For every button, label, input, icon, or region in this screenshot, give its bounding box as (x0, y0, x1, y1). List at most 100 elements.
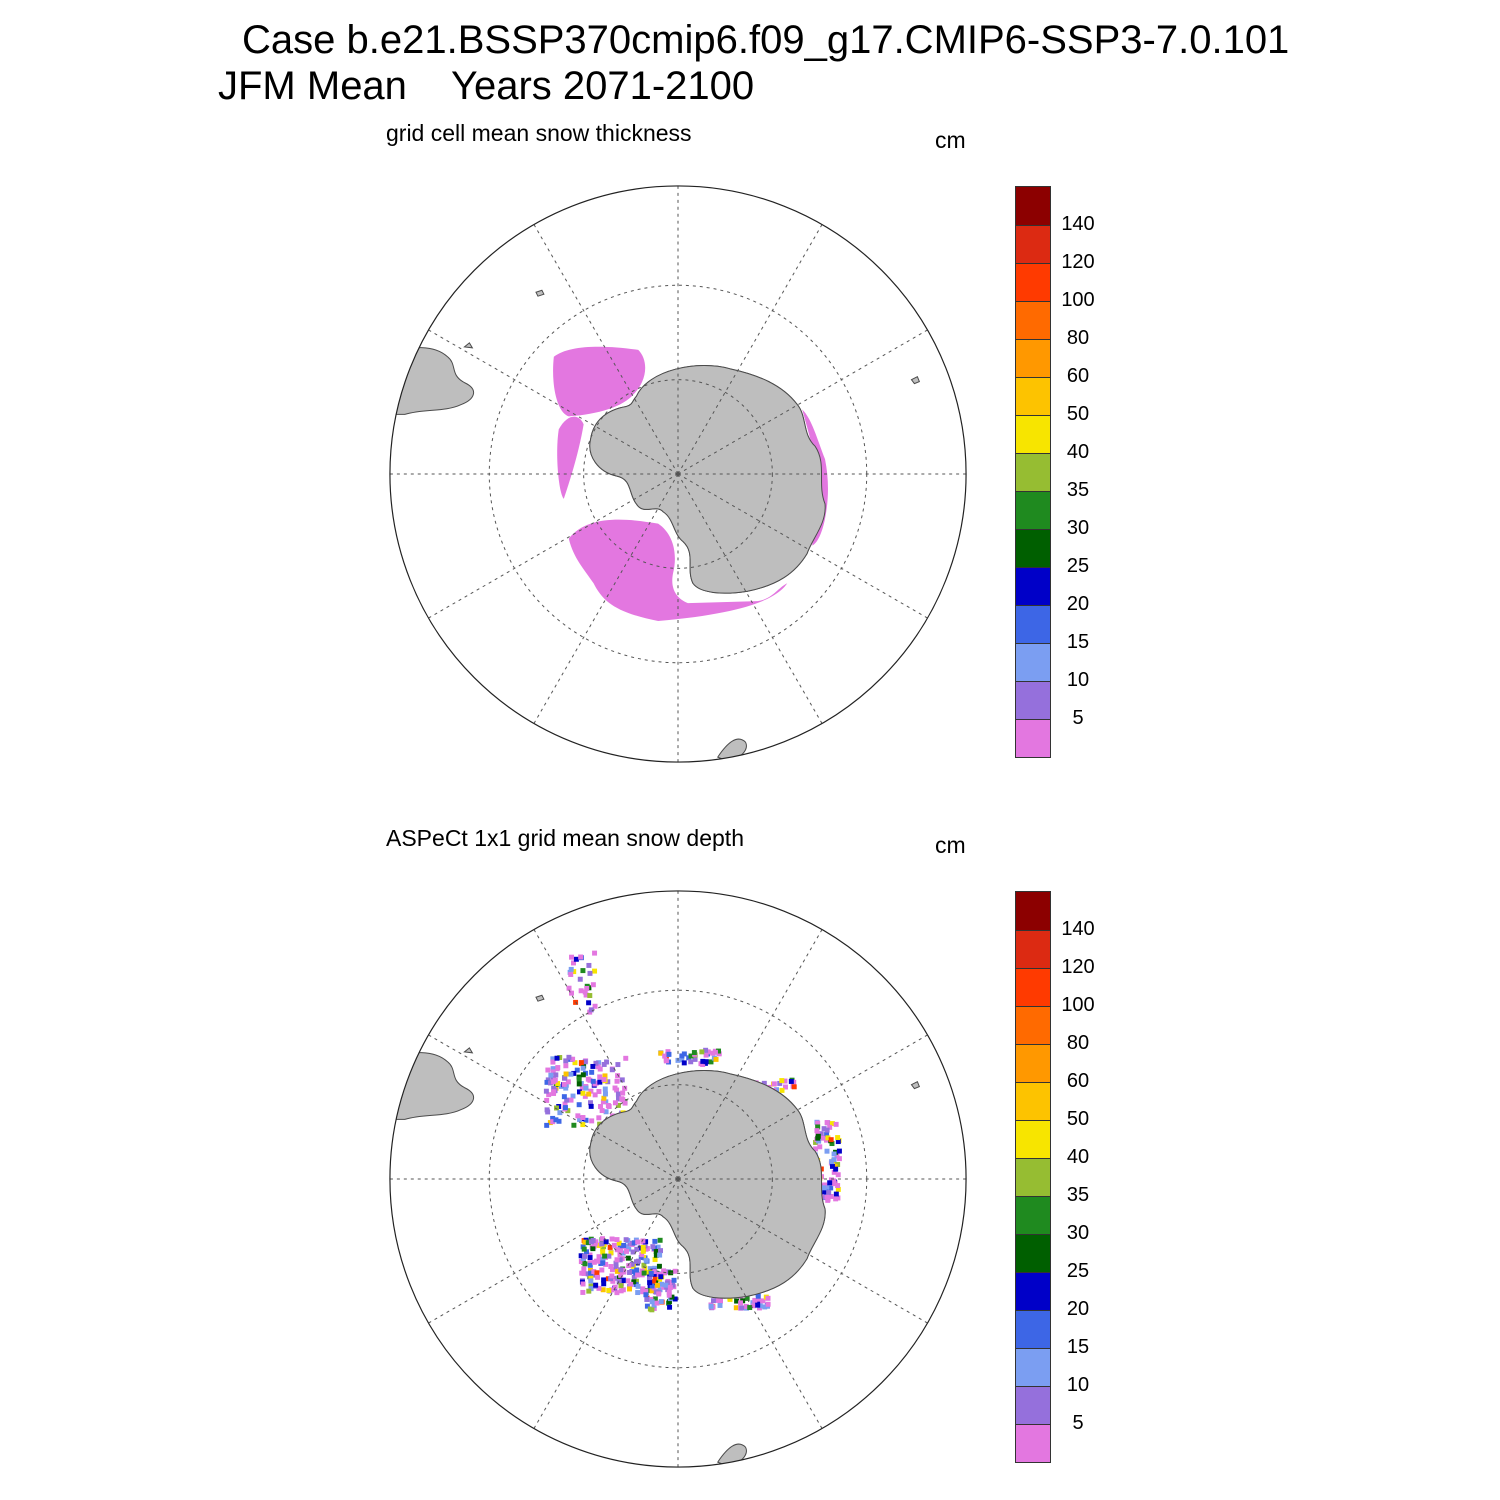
observation-cell (631, 1279, 637, 1285)
observation-cell (630, 1249, 636, 1255)
observation-cell (618, 1288, 624, 1294)
observation-cell (596, 1089, 602, 1094)
observation-cell (640, 1238, 646, 1244)
observation-cell (612, 1284, 618, 1290)
observation-cell (580, 1072, 586, 1078)
observation-cell (771, 1081, 777, 1087)
observation-cell (815, 1133, 821, 1139)
observation-cell (747, 1305, 753, 1311)
observation-cell (829, 1141, 835, 1147)
observation-cell (647, 1276, 653, 1282)
observation-cell (700, 1058, 706, 1064)
observation-cell (571, 969, 577, 975)
observation-cell (658, 1274, 664, 1280)
observation-cell (587, 1260, 593, 1266)
kerguelen-island (910, 1080, 921, 1090)
colorbar-tick-label: 25 (1066, 555, 1090, 577)
colorbar-tick-label: 10 (1066, 669, 1090, 691)
season-label: JFM Mean (218, 64, 407, 108)
observation-cell (647, 1280, 653, 1286)
observation-cell (833, 1196, 839, 1202)
south-georgia-island (535, 994, 545, 1002)
observation-cell (614, 1268, 620, 1274)
observation-cell (656, 1263, 662, 1269)
observation-cell (599, 1241, 605, 1247)
observation-cell (662, 1053, 668, 1059)
observation-cell (550, 1115, 556, 1121)
colorbar-tick-label: 100 (1061, 994, 1095, 1016)
colorbar-tick-label: 50 (1066, 403, 1090, 425)
observation-cell (642, 1265, 648, 1271)
colorbar-swatch (1016, 415, 1050, 453)
season-years-title: JFM Mean Years 2071-2100 (218, 64, 754, 109)
observation-cell (625, 1278, 631, 1284)
south-georgia-island (535, 289, 545, 297)
colorbar-swatch (1016, 1044, 1050, 1082)
observation-cell (613, 1264, 619, 1270)
observation-cell (603, 1261, 609, 1267)
observation-cell (551, 1085, 557, 1091)
observation-cell (609, 1236, 615, 1242)
observation-cell (562, 1075, 568, 1081)
observation-cell (615, 1062, 621, 1068)
observation-cell (582, 1239, 588, 1245)
observation-cell (552, 1077, 558, 1083)
meridian-line (428, 1178, 679, 1324)
observation-cell (608, 1264, 614, 1269)
observation-cell (590, 1078, 596, 1084)
observation-cell (713, 1056, 719, 1062)
observation-cell (634, 1267, 640, 1273)
observation-cell (653, 1252, 659, 1258)
observation-cell (663, 1058, 669, 1064)
observation-cell (651, 1279, 657, 1285)
observation-cell (658, 1050, 664, 1056)
observation-cell (590, 1246, 596, 1252)
observation-cell (551, 1089, 557, 1095)
observation-cell (607, 1244, 613, 1250)
colorbar-swatch (1016, 643, 1050, 681)
observation-cell (622, 1085, 628, 1091)
observation-cell (556, 1118, 562, 1124)
observation-cell (779, 1078, 785, 1084)
observation-cell (571, 960, 576, 966)
observation-cell (833, 1166, 839, 1172)
observation-cell (755, 1293, 761, 1299)
observation-cell (576, 1102, 582, 1108)
observation-cell (605, 1079, 611, 1085)
observation-cell (597, 1074, 603, 1080)
colorbar-swatch (1016, 1310, 1050, 1348)
observation-cell (568, 971, 574, 977)
observation-cell (635, 1258, 641, 1264)
colorbar-tick-label: 5 (1072, 707, 1084, 729)
observation-cell (644, 1303, 650, 1309)
colorbar-swatch (1016, 1234, 1050, 1272)
colorbar-swatch (1016, 453, 1050, 491)
observation-cell (612, 1100, 618, 1106)
observation-cell (824, 1148, 830, 1154)
observation-cell (635, 1272, 641, 1278)
colorbar-swatch (1016, 1006, 1050, 1044)
graticule (389, 185, 967, 763)
observation-cell (667, 1304, 673, 1310)
observation-cell (717, 1302, 723, 1308)
kerguelen-island (910, 375, 921, 385)
observation-cell (692, 1056, 698, 1062)
colorbar-swatch (1016, 605, 1050, 643)
observation-cell (595, 1274, 601, 1280)
observation-cell (824, 1120, 830, 1126)
observation-cell (643, 1292, 649, 1298)
map-border (389, 890, 967, 1468)
observation-cell (563, 1063, 569, 1069)
observation-cell (609, 1287, 615, 1293)
observation-cell (586, 1000, 592, 1006)
observation-cell (576, 1089, 582, 1095)
observation-cell (550, 1069, 556, 1075)
observation-cell (679, 1053, 685, 1059)
observation-cell (616, 1240, 622, 1246)
observation-cell (617, 1252, 623, 1258)
observation-cell (813, 1139, 819, 1145)
observation-cell (588, 1268, 593, 1273)
observation-cell (760, 1298, 766, 1304)
observation-cell (621, 1242, 627, 1248)
observation-cell (627, 1269, 633, 1275)
